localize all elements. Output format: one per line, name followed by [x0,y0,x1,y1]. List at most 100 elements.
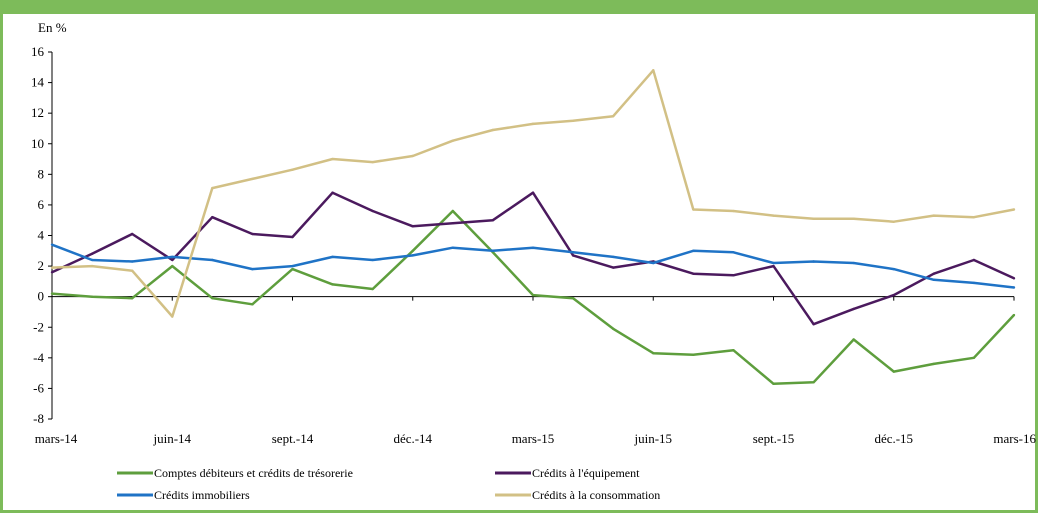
data-point [171,315,174,318]
data-point [531,293,535,297]
legend-label: Crédits à l'équipement [532,466,640,480]
data-point [251,267,254,271]
legend-item: Comptes débiteurs et crédits de trésorer… [117,466,353,480]
data-point [692,208,695,211]
data-point [892,220,895,223]
y-tick-label: -2 [33,319,44,334]
data-point [451,222,455,225]
data-point [1012,313,1016,317]
data-point [772,264,775,268]
data-point [972,356,976,360]
data-point [371,160,374,164]
y-tick-label: 16 [31,44,45,59]
data-point [50,243,54,246]
data-point [852,307,855,311]
data-point [732,209,735,213]
data-point [371,209,374,213]
legend-item: Crédits à la consommation [495,488,660,502]
y-tick-label: -8 [33,411,44,426]
data-point [692,353,695,356]
y-tick-label: 2 [38,258,45,273]
y-tick-label: 6 [38,197,45,212]
data-point [932,362,936,366]
data-point [130,269,134,272]
data-point [491,128,495,132]
data-point [451,209,455,213]
data-point [451,246,455,249]
data-point [812,381,815,384]
data-point [90,295,94,298]
data-point [772,382,775,386]
data-point [772,214,775,217]
legend-label: Crédits immobiliers [154,488,250,502]
data-point [171,264,174,268]
y-tick-label: 12 [31,105,44,120]
y-tick-label: 4 [38,228,45,243]
data-point [50,271,54,274]
data-point [531,191,535,194]
data-point [130,232,134,236]
x-tick-label: sept.-14 [272,431,314,446]
data-point [812,322,815,326]
series-line-3 [51,243,1015,289]
y-axis: -8 -6 -4 -2 0 2 4 6 8 10 12 14 16 [31,44,53,426]
data-point [291,235,294,239]
data-point [291,267,294,271]
series-points-1 [50,209,1016,386]
data-point [892,370,895,373]
data-point [571,254,575,257]
data-point [852,338,855,341]
data-point [692,249,695,252]
data-point [211,215,214,219]
data-point [90,252,94,256]
data-point [130,260,134,263]
y-tick-label: 10 [31,136,44,151]
data-point [331,255,334,259]
data-point [852,261,855,265]
x-tick-label: mars-16 [993,431,1036,446]
data-point [90,258,94,262]
series-points-3 [50,243,1016,289]
x-tick-label: mars-15 [512,431,555,446]
data-point [1012,286,1016,289]
data-point [411,249,414,252]
x-tick-label: juin-14 [152,431,191,446]
data-point [251,303,254,306]
data-point [772,261,775,265]
data-point [1012,208,1016,211]
legend-item: Crédits à l'équipement [495,466,640,480]
data-point [491,249,495,252]
data-point [732,251,735,254]
data-point [130,296,134,300]
y-tick-label: -6 [33,380,44,395]
data-point [812,260,815,263]
data-point [972,281,976,285]
data-point [50,292,54,295]
data-point [852,217,855,220]
data-point [571,251,575,254]
series-points-2 [50,191,1016,326]
data-point [611,266,615,269]
data-point [732,274,735,277]
data-point [331,283,334,286]
header-bar [0,0,1038,14]
data-point [611,255,615,259]
data-point [531,246,535,249]
data-point [932,214,936,217]
data-point [972,258,976,262]
data-point [932,278,936,282]
data-point [251,232,254,236]
x-tick-label: sept.-15 [753,431,795,446]
data-point [1012,277,1016,280]
x-axis: mars-14 juin-14 sept.-14 déc.-14 mars-15 juin… [35,296,1036,446]
data-point [892,293,895,297]
data-point [892,267,895,271]
x-tick-label: déc.-15 [874,431,913,446]
data-point [571,296,575,300]
data-point [50,266,54,269]
series-lines [50,69,1016,386]
legend: Comptes débiteurs et crédits de trésorer… [117,466,660,502]
y-tick-label: 14 [31,75,45,90]
data-point [371,287,374,291]
series-points-4 [50,69,1016,318]
